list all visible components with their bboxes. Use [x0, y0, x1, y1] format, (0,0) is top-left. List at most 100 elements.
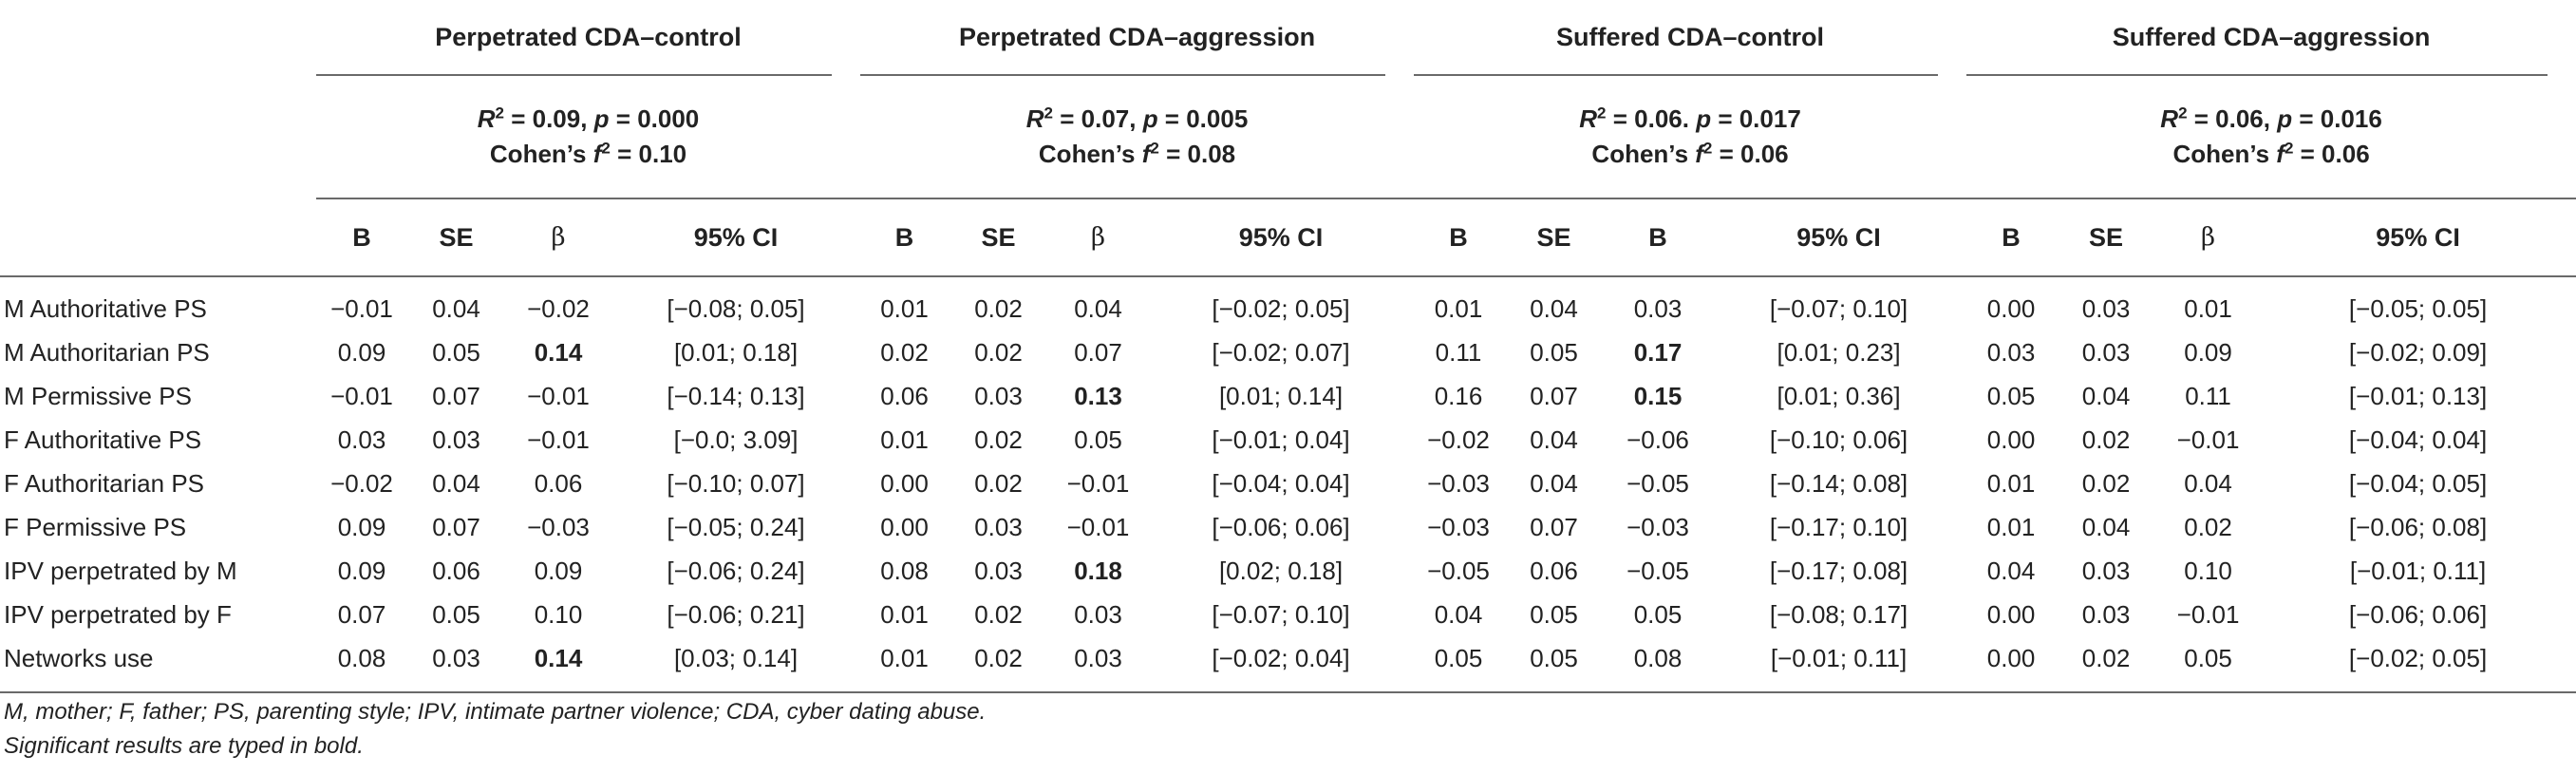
table-cell: −0.03	[1427, 468, 1490, 498]
col-header-2-1: B	[860, 198, 950, 277]
table-cell: 0.08	[316, 636, 407, 693]
table-cell: 0.01	[880, 599, 929, 629]
col-header-4-1: B	[1966, 198, 2057, 277]
table-cell: −0.02	[330, 468, 393, 498]
table-cell: −0.01	[1066, 468, 1130, 498]
table-cell: 0.03	[337, 425, 386, 454]
table-row: IPV perpetrated by F 0.07 0.05 0.10 [−0.06; …	[0, 593, 2576, 636]
table-cell: 0.07	[1530, 512, 1578, 541]
table-cell: 0.06	[432, 556, 480, 585]
table-cell: 0.09	[337, 337, 386, 367]
table-cell: 0.03	[1074, 599, 1122, 629]
r-squared-line: R2 = 0.09, p = 0.000	[477, 104, 700, 133]
cohens-f2-line: Cohen’s f2 = 0.06	[2172, 139, 2370, 168]
row-label: M Authoritarian PS	[4, 337, 210, 367]
table-cell: 0.01	[880, 293, 929, 323]
cohens-f2-line: Cohen’s f2 = 0.08	[1038, 139, 1236, 168]
table-cell: 0.08	[1605, 636, 1712, 693]
table-cell: 0.15	[1633, 381, 1683, 410]
table-cell: 0.06	[534, 468, 583, 498]
table-cell: 0.00	[1966, 636, 2057, 693]
table-cell: 0.07	[1530, 381, 1578, 410]
table-cell: 0.09	[534, 556, 583, 585]
table-cell: 0.03	[974, 512, 1023, 541]
table-cell: 0.11	[2185, 381, 2231, 410]
group-title-3: Suffered CDA–control	[1556, 22, 1825, 51]
table-cell: 0.05	[1633, 599, 1683, 629]
table-cell: −0.01	[2176, 425, 2240, 454]
table-cell: 0.01	[1434, 293, 1483, 323]
group-title-2: Perpetrated CDA–aggression	[958, 22, 1316, 51]
cohens-f2-line: Cohen’s f2 = 0.06	[1591, 139, 1789, 168]
model-stats-1: R2 = 0.09, p = 0.000 Cohen’s f2 = 0.10	[316, 76, 860, 198]
table-cell: −0.05	[1427, 556, 1490, 585]
table-cell: 0.03	[2081, 556, 2131, 585]
table-cell: 0.02	[2056, 636, 2157, 693]
table-cell: 0.04	[2081, 512, 2131, 541]
table-cell: 0.07	[432, 381, 480, 410]
table-cell: 0.09	[337, 556, 386, 585]
table-cell: 0.02	[974, 337, 1023, 367]
table-cell: [−0.02; 0.07]	[1212, 337, 1350, 367]
table-cell: 0.18	[1074, 556, 1122, 585]
col-header-1-2: SE	[407, 198, 505, 277]
table-cell: [−0.06; 0.08]	[2348, 512, 2488, 541]
table-cell: 0.14	[505, 636, 611, 693]
r-squared-line: R2 = 0.06. p = 0.017	[1579, 104, 1801, 133]
table-cell: 0.14	[534, 337, 583, 367]
table-cell: 0.05	[432, 599, 480, 629]
table-cell: 0.05	[1414, 636, 1504, 693]
table-cell: 0.10	[2184, 556, 2232, 585]
table-cell: [0.01; 0.23]	[1777, 337, 1901, 367]
table-cell: [−0.17; 0.08]	[1769, 556, 1908, 585]
table-cell: −0.05	[1626, 556, 1689, 585]
table-cell: 0.03	[432, 425, 480, 454]
table-cell: 0.05	[1530, 599, 1578, 629]
row-label: IPV perpetrated by M	[4, 556, 237, 585]
table-cell: 0.00	[1986, 293, 2036, 323]
table-cell: −0.05	[1626, 468, 1689, 498]
table-row: M Authoritative PS −0.01 0.04 −0.02 [−0.08; …	[0, 276, 2576, 330]
table-cell: [−0.05; 0.05]	[2348, 293, 2488, 323]
table-cell: 0.16	[1434, 381, 1483, 410]
col-header-2-4: 95% CI	[1148, 198, 1415, 277]
table-cell: 0.04	[432, 468, 480, 498]
table-cell: [0.02; 0.18]	[1218, 556, 1344, 585]
r-squared-line: R2 = 0.06, p = 0.016	[2160, 104, 2382, 133]
table-row: F Permissive PS 0.09 0.07 −0.03 [−0.05; 0.24…	[0, 505, 2576, 549]
table-cell: [−0.01; 0.13]	[2348, 381, 2488, 410]
significance-note: Significant results are typed in bold.	[4, 733, 364, 759]
table-cell: −0.02	[1427, 425, 1490, 454]
table-cell: 0.09	[2184, 337, 2232, 367]
table-cell: −0.02	[527, 293, 590, 323]
table-cell: −0.01	[330, 293, 393, 323]
col-header-2-2: SE	[949, 198, 1049, 277]
table-cell: [−0.01; 0.11]	[2349, 556, 2487, 585]
model-stats-3: R2 = 0.06. p = 0.017 Cohen’s f2 = 0.06	[1414, 76, 1966, 198]
table-cell: 0.08	[880, 556, 929, 585]
table-cell: 0.11	[1435, 337, 1482, 367]
table-cell: 0.02	[974, 599, 1023, 629]
col-header-3-4: 95% CI	[1711, 198, 1967, 277]
table-cell: 0.01	[860, 636, 950, 693]
table-cell: 0.05	[1503, 636, 1606, 693]
table-cell: −0.03	[1427, 512, 1490, 541]
table-cell: 0.02	[2081, 468, 2131, 498]
table-cell: [−0.06; 0.06]	[1212, 512, 1350, 541]
table-cell: 0.06	[880, 381, 929, 410]
cohens-f2-line: Cohen’s f2 = 0.10	[489, 139, 687, 168]
table-row: F Authoritarian PS −0.02 0.04 0.06 [−0.10; 0…	[0, 462, 2576, 505]
table-cell: 0.02	[2184, 512, 2232, 541]
table-cell: 0.02	[949, 636, 1049, 693]
table-cell: 0.03	[2081, 599, 2131, 629]
table-cell: 0.00	[1986, 425, 2036, 454]
table-cell: [−0.02; 0.05]	[1212, 293, 1350, 323]
table-cell: 0.03	[974, 381, 1023, 410]
table-cell: 0.04	[1074, 293, 1122, 323]
column-header-row: B SE β 95% CI B SE β 95% CI B SE B 95% CI B SE β 95% CI	[0, 198, 2576, 277]
table-cell: [−0.02; 0.04]	[1148, 636, 1415, 693]
table-cell: 0.04	[1530, 425, 1578, 454]
table-cell: 0.10	[534, 599, 583, 629]
table-row: Networks use 0.08 0.03 0.14 [0.03; 0.14] 0.01…	[0, 636, 2576, 693]
table-row: M Permissive PS −0.01 0.07 −0.01 [−0.14; 0.1…	[0, 374, 2576, 418]
